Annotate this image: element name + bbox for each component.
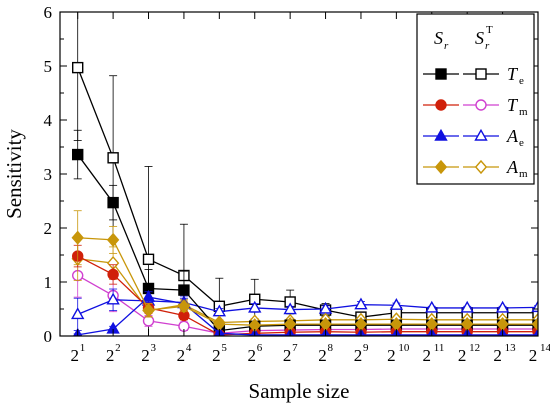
x-tick-exponent: 3 <box>151 342 157 354</box>
data-point <box>532 307 538 319</box>
x-tick-exponent: 7 <box>292 342 298 354</box>
legend-marker-sr <box>435 68 447 80</box>
x-tick-exponent: 9 <box>363 342 369 354</box>
x-tick-exponent: 5 <box>221 342 227 354</box>
series-line <box>77 67 538 318</box>
x-tick-exponent: 6 <box>257 342 263 354</box>
x-tick-exponent: 12 <box>469 342 480 354</box>
x-tick-label: 2 <box>529 346 538 365</box>
legend-marker-sr <box>434 159 448 175</box>
data-point <box>71 307 85 320</box>
x-tick-label: 2 <box>141 346 150 365</box>
legend-label-sub: m <box>519 106 528 118</box>
legend-marker-sr <box>434 128 448 141</box>
y-tick-label: 6 <box>44 3 53 22</box>
series-Sr-3 <box>71 210 538 333</box>
legend-label-sub: e <box>519 137 524 149</box>
y-tick-label: 5 <box>44 57 53 76</box>
data-point <box>107 152 119 164</box>
legend-header-st: S <box>475 28 484 48</box>
series-line <box>77 154 538 332</box>
x-tick-label: 2 <box>458 346 467 365</box>
legend-header-st-sup: T <box>486 24 493 36</box>
data-point <box>283 302 297 315</box>
data-point <box>107 268 119 281</box>
legend-marker-st <box>475 99 487 111</box>
data-point <box>106 232 120 247</box>
y-axis-title: Sensitivity <box>2 129 26 219</box>
legend-label: T <box>507 95 519 115</box>
x-tick-exponent: 2 <box>115 342 121 354</box>
legend-label: A <box>506 157 519 177</box>
data-point <box>72 61 84 74</box>
data-point <box>107 196 119 209</box>
data-point <box>106 292 120 305</box>
x-tick-exponent: 4 <box>186 342 192 354</box>
x-tick-label: 2 <box>106 346 115 365</box>
data-point <box>142 253 155 266</box>
y-tick-label: 3 <box>44 165 53 184</box>
x-axis-title: Sample size <box>249 379 350 403</box>
x-tick-label: 2 <box>493 346 502 365</box>
y-tick-label: 2 <box>44 219 53 238</box>
data-point <box>495 300 510 313</box>
data-point <box>389 298 404 310</box>
legend-header-sr: S <box>434 28 443 48</box>
x-tick-label: 2 <box>423 346 432 365</box>
data-point <box>178 284 190 296</box>
x-tick-label: 2 <box>283 346 292 365</box>
y-tick-label: 4 <box>44 111 53 130</box>
series-line <box>77 296 538 336</box>
x-tick-exponent: 13 <box>505 342 517 354</box>
data-point <box>533 327 538 336</box>
legend-label: A <box>506 126 519 146</box>
legend-header-st-sub: r <box>485 40 490 52</box>
legend-box <box>416 13 535 185</box>
y-tick-label: 1 <box>44 273 53 292</box>
x-tick-exponent: 10 <box>398 342 410 354</box>
legend-marker-st <box>475 68 487 80</box>
x-tick-label: 2 <box>247 346 256 365</box>
legend-label: T <box>507 64 519 84</box>
data-point <box>531 317 538 332</box>
legend-marker-sr <box>435 99 447 111</box>
legend-marker-st <box>474 159 488 175</box>
data-point <box>141 289 156 302</box>
data-point <box>71 230 84 245</box>
legend-label-sub: m <box>519 168 528 180</box>
data-point <box>142 303 155 318</box>
legend-label-sub: e <box>519 75 524 87</box>
data-point <box>72 148 84 161</box>
x-tick-exponent: 14 <box>540 342 550 354</box>
data-point <box>354 297 368 310</box>
x-tick-exponent: 11 <box>434 342 445 354</box>
x-tick-label: 2 <box>70 346 79 365</box>
x-tick-exponent: 8 <box>328 342 334 354</box>
y-tick-label: 0 <box>44 327 53 346</box>
x-tick-label: 2 <box>177 346 186 365</box>
legend-marker-st <box>474 128 488 141</box>
x-tick-label: 2 <box>354 346 363 365</box>
x-tick-label: 2 <box>318 346 327 365</box>
data-point <box>248 300 262 313</box>
data-point <box>425 300 439 313</box>
x-tick-label: 2 <box>387 346 396 365</box>
data-point <box>460 300 474 313</box>
series-line <box>77 274 538 334</box>
x-tick-label: 2 <box>212 346 221 365</box>
legend-header-sr-sub: r <box>444 40 449 52</box>
data-point <box>177 299 191 314</box>
x-tick-exponent: 1 <box>80 342 86 354</box>
